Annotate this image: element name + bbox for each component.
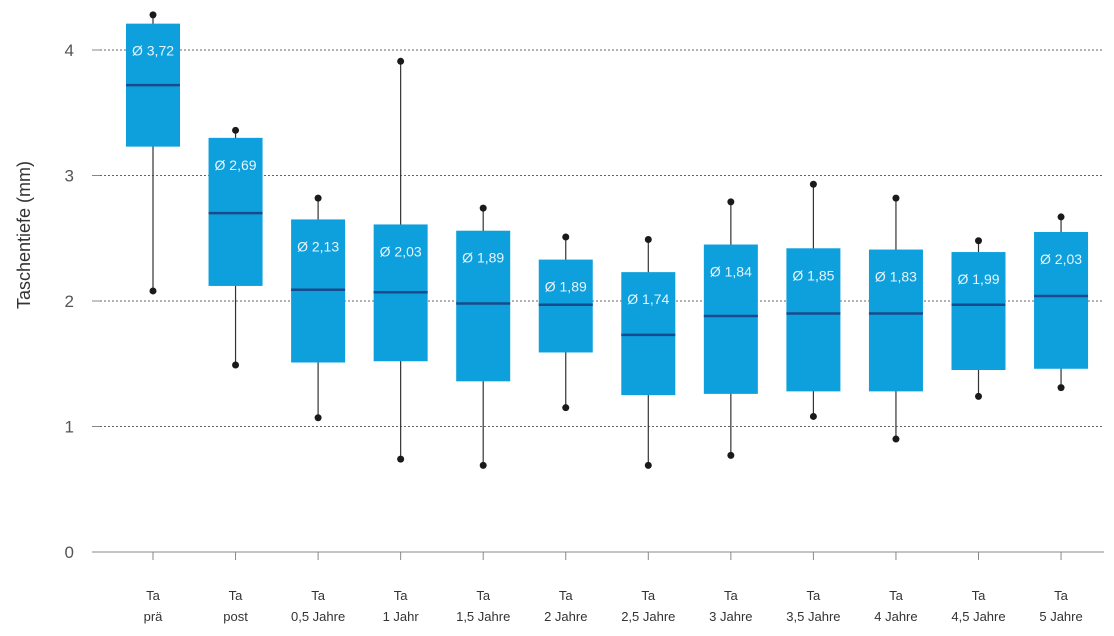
min-point	[397, 455, 405, 463]
mean-label: Ø 1,83	[875, 269, 917, 285]
min-point	[809, 412, 817, 420]
min-point	[314, 414, 322, 422]
box-group: Ø 2,69	[208, 126, 263, 369]
box-group: Ø 1,85	[786, 180, 841, 420]
box	[208, 137, 263, 286]
x-tick-label: Ta	[972, 588, 987, 603]
y-tick-label: 0	[65, 543, 74, 562]
box	[1034, 231, 1089, 369]
x-tick-label: Ta	[641, 588, 656, 603]
min-point	[232, 361, 240, 369]
x-tick-label: Ta	[807, 588, 822, 603]
x-tick-label: Ta	[476, 588, 491, 603]
x-axis: Ta prä Ta post Ta 0,5 Jahre Ta 1 Jahr Ta 1,5 Jahr…	[92, 551, 1104, 624]
y-axis-label: Taschentiefe (mm)	[14, 161, 34, 309]
max-point	[314, 194, 322, 202]
x-tick-label: Ta	[1054, 588, 1069, 603]
y-tick-label: 3	[65, 167, 74, 186]
mean-label: Ø 1,99	[957, 271, 999, 287]
x-tick-label: Ta	[146, 588, 161, 603]
x-tick-label: Ta	[559, 588, 574, 603]
x-tick-label: 5 Jahre	[1039, 609, 1082, 624]
box	[621, 272, 676, 396]
box-group: Ø 2,03	[1034, 213, 1089, 392]
x-tick-label: Ta	[394, 588, 409, 603]
box-series: Ø 3,72 Ø 2,69 Ø 2,13 Ø 2,03 Ø 1,89 Ø 1,89 Ø 1,…	[126, 11, 1089, 469]
y-tick-label: 1	[65, 418, 74, 437]
x-tick-label: Ta	[229, 588, 244, 603]
x-tick-label: post	[223, 609, 248, 624]
x-tick-label: Ta	[724, 588, 739, 603]
max-point	[562, 233, 570, 241]
box-group: Ø 1,83	[868, 194, 923, 443]
max-point	[479, 204, 487, 212]
mean-label: Ø 2,03	[380, 243, 422, 259]
box	[868, 249, 923, 392]
box-group: Ø 1,74	[621, 236, 676, 469]
y-tick-label: 4	[65, 41, 74, 60]
min-point	[562, 404, 570, 412]
x-tick-label: Ta	[311, 588, 326, 603]
x-tick-label: prä	[144, 609, 164, 624]
x-tick-label: 1,5 Jahre	[456, 609, 510, 624]
box	[291, 219, 346, 363]
y-axis: 0 1 2 3 4	[65, 41, 100, 562]
box-group: Ø 3,72	[126, 11, 180, 295]
box-group: Ø 1,89	[538, 233, 593, 412]
max-point	[727, 198, 735, 206]
mean-label: Ø 2,03	[1040, 251, 1082, 267]
max-point	[644, 236, 652, 244]
box-group: Ø 1,99	[951, 237, 1006, 400]
mean-label: Ø 1,85	[792, 267, 834, 283]
box	[951, 252, 1006, 371]
mean-label: Ø 1,89	[545, 279, 587, 295]
box-group: Ø 1,84	[703, 198, 758, 459]
max-point	[397, 57, 405, 65]
x-tick-label: 4,5 Jahre	[951, 609, 1005, 624]
x-tick-label: 3 Jahre	[709, 609, 752, 624]
max-point	[1057, 213, 1065, 221]
max-point	[232, 126, 240, 134]
mean-label: Ø 2,69	[215, 157, 257, 173]
box-group: Ø 2,03	[373, 57, 428, 463]
max-point	[809, 180, 817, 188]
x-tick-label: 1 Jahr	[383, 609, 420, 624]
min-point	[149, 287, 157, 295]
mean-label: Ø 2,13	[297, 238, 339, 254]
min-point	[892, 435, 900, 443]
box	[703, 244, 758, 394]
min-point	[1057, 384, 1065, 392]
max-point	[892, 194, 900, 202]
box-group: Ø 2,13	[291, 194, 346, 422]
box	[786, 248, 841, 392]
mean-label: Ø 3,72	[132, 43, 174, 59]
y-tick-label: 2	[65, 292, 74, 311]
mean-label: Ø 1,74	[627, 291, 669, 307]
box	[456, 230, 511, 382]
min-point	[644, 461, 652, 469]
mean-label: Ø 1,89	[462, 250, 504, 266]
box-group: Ø 1,89	[456, 204, 511, 469]
min-point	[479, 461, 487, 469]
x-tick-label: 2 Jahre	[544, 609, 587, 624]
min-point	[727, 451, 735, 459]
x-tick-label: 2,5 Jahre	[621, 609, 675, 624]
min-point	[975, 392, 982, 400]
max-point	[975, 237, 982, 245]
x-tick-label: 4 Jahre	[874, 609, 917, 624]
x-tick-label: 3,5 Jahre	[786, 609, 840, 624]
max-point	[149, 11, 157, 19]
mean-label: Ø 1,84	[710, 264, 752, 280]
box	[538, 259, 593, 353]
x-tick-label: Ta	[889, 588, 904, 603]
x-tick-label: 0,5 Jahre	[291, 609, 345, 624]
